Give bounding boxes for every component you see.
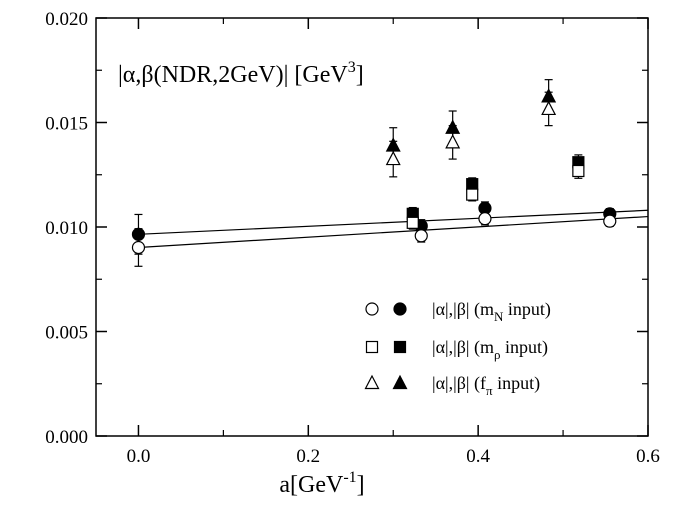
x-tick-label: 0.2 bbox=[296, 446, 320, 467]
fit-line bbox=[138, 215, 649, 249]
legend-label-nucleon: |α|,|β| (mN input) bbox=[432, 299, 551, 324]
series-triangle-filled bbox=[385, 79, 557, 164]
data-point bbox=[406, 216, 419, 229]
y-tick-label: 0.020 bbox=[45, 9, 88, 30]
legend-entry-nucleon: |α|,|β| (mN input) bbox=[365, 299, 551, 324]
legend-marker-open bbox=[364, 374, 380, 390]
y-tick-label: 0.015 bbox=[45, 114, 88, 135]
data-points bbox=[131, 79, 617, 267]
legend-marker-open bbox=[365, 340, 379, 354]
legend-entry-pion: |α|,|β| (fπ input) bbox=[364, 373, 540, 398]
series-circle-open bbox=[131, 211, 617, 267]
data-point bbox=[385, 150, 401, 166]
series-square-filled bbox=[406, 154, 585, 221]
series-circle-filled bbox=[131, 201, 617, 255]
legend-marker-filled bbox=[392, 374, 408, 390]
series-triangle-open bbox=[385, 91, 557, 178]
x-tick-label: 0.6 bbox=[636, 446, 660, 467]
data-point bbox=[445, 134, 461, 149]
axis-ticks bbox=[96, 17, 649, 437]
x-tick-label: 0.0 bbox=[127, 446, 151, 467]
legend-marker-open bbox=[365, 302, 379, 316]
legend: |α|,|β| (mN input) |α|,|β| (mρ input) |α… bbox=[364, 299, 551, 398]
x-axis-title: a[GeV-1] bbox=[279, 469, 364, 498]
data-point bbox=[603, 214, 617, 228]
series-square-open bbox=[406, 163, 585, 230]
data-point bbox=[572, 164, 585, 178]
legend-entry-rho: |α|,|β| (mρ input) bbox=[365, 337, 548, 362]
fit-lines bbox=[138, 209, 649, 249]
legend-marker-filled bbox=[393, 340, 407, 354]
fit-line bbox=[138, 209, 649, 235]
y-tick-label: 0.000 bbox=[45, 427, 88, 448]
y-tick-label: 0.010 bbox=[45, 218, 88, 239]
data-point bbox=[414, 229, 428, 243]
data-point bbox=[466, 188, 479, 201]
legend-marker-filled bbox=[393, 302, 407, 316]
x-tick-label: 0.4 bbox=[466, 446, 490, 467]
data-point bbox=[131, 240, 146, 255]
chart-title: |α,β(NDR,2GeV)| [GeV3] bbox=[118, 59, 364, 88]
legend-label-rho: |α|,|β| (mρ input) bbox=[432, 337, 548, 362]
y-tick-label: 0.005 bbox=[45, 323, 88, 344]
data-point bbox=[541, 100, 557, 116]
legend-label-pion: |α|,|β| (fπ input) bbox=[432, 373, 540, 398]
axis-tick-labels: 0.0 0.2 0.4 0.6 0.000 0.005 0.010 0.015 0.020 bbox=[45, 9, 660, 467]
data-point bbox=[478, 212, 492, 226]
